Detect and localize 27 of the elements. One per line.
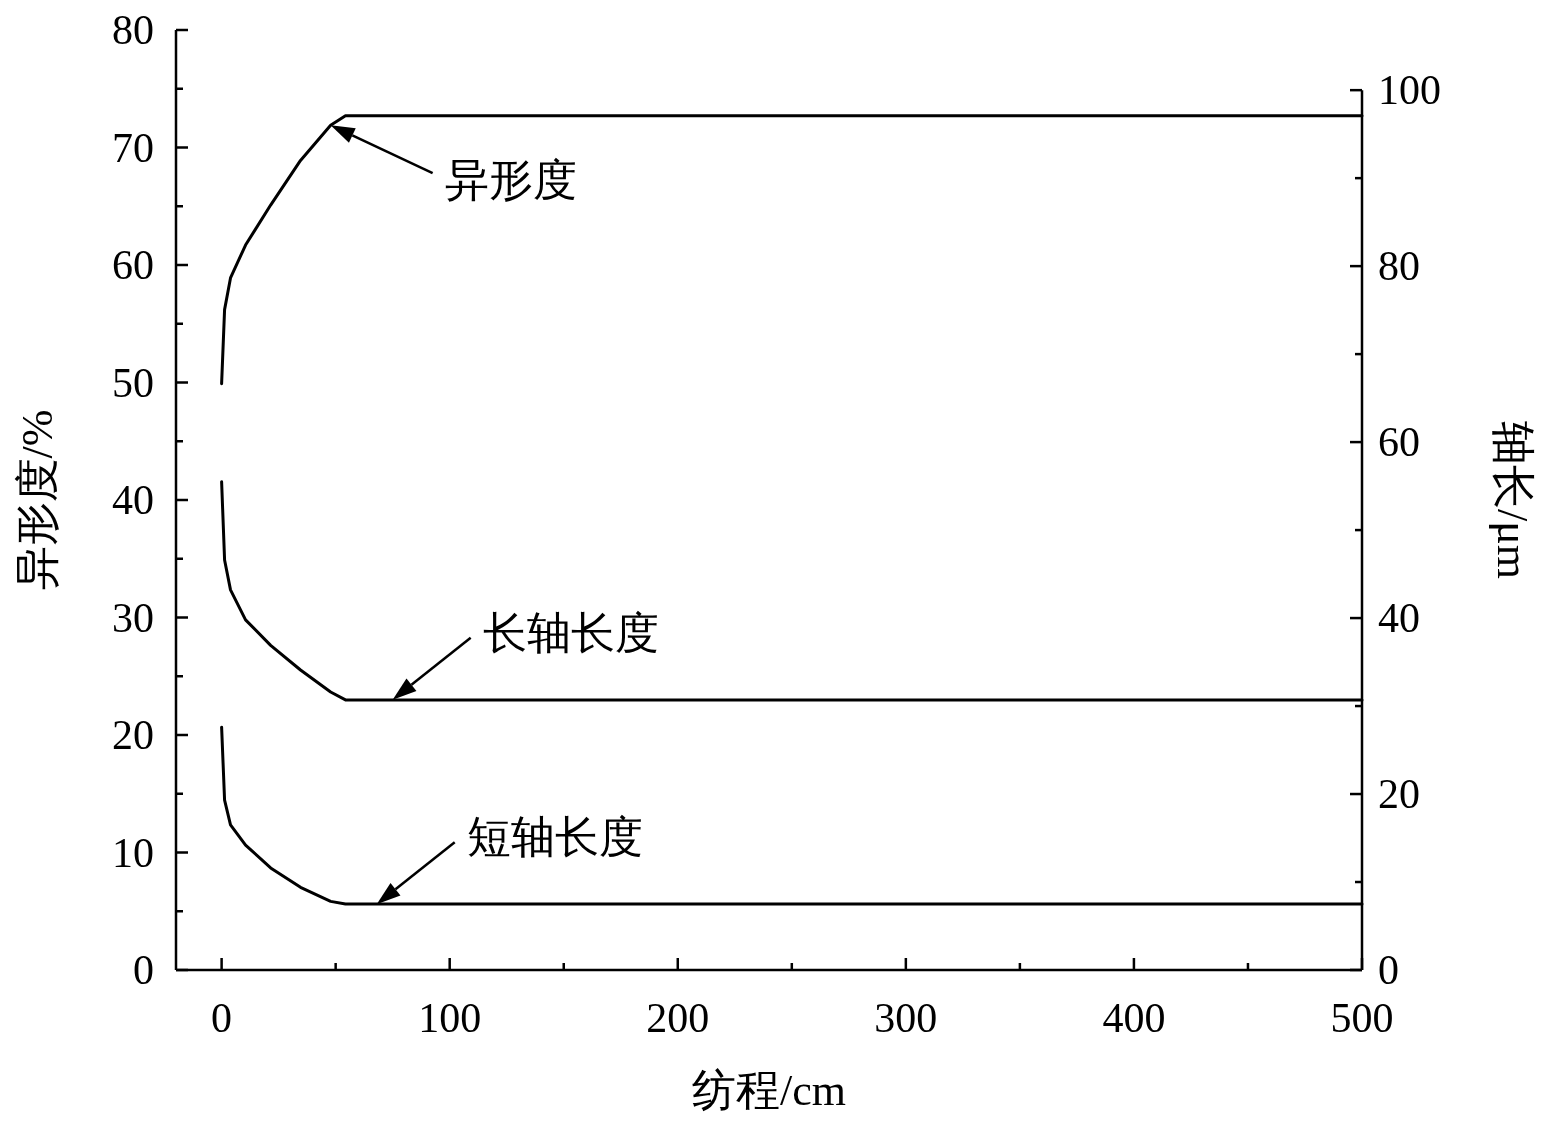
annotation: 短轴长度	[466, 813, 643, 863]
y2-tick-label: 100	[1378, 67, 1441, 114]
x-tick-label: 300	[874, 995, 938, 1041]
y-tick-label: 20	[112, 712, 154, 758]
y-tick-label: 40	[112, 477, 154, 523]
x-tick-label: 0	[211, 995, 233, 1041]
y-tick-label: 0	[133, 947, 154, 993]
y-axis-title: 异形度/%	[13, 409, 62, 591]
y2-tick-label: 0	[1378, 947, 1399, 993]
y-tick-label: 80	[112, 7, 154, 53]
x-tick-label: 500	[1330, 995, 1394, 1041]
x-tick-label: 400	[1102, 995, 1166, 1041]
y2-axis-title: 轴长/μm	[1488, 420, 1537, 580]
y2-tick-label: 80	[1378, 243, 1420, 290]
y-tick-label: 10	[112, 829, 154, 876]
y-tick-label: 50	[112, 359, 154, 406]
x-tick-label: 200	[646, 995, 710, 1041]
x-axis-title: 纺程/cm	[692, 1066, 846, 1115]
y2-tick-label: 40	[1378, 595, 1420, 642]
y-tick-label: 60	[112, 242, 154, 288]
y-tick-label: 70	[112, 124, 154, 171]
annotation: 长轴长度	[482, 608, 659, 658]
annotation: 异形度	[444, 156, 577, 206]
x-tick-label: 100	[418, 995, 482, 1041]
y2-tick-label: 60	[1378, 419, 1420, 466]
y-tick-label: 30	[112, 594, 154, 641]
y2-tick-label: 20	[1378, 771, 1420, 818]
